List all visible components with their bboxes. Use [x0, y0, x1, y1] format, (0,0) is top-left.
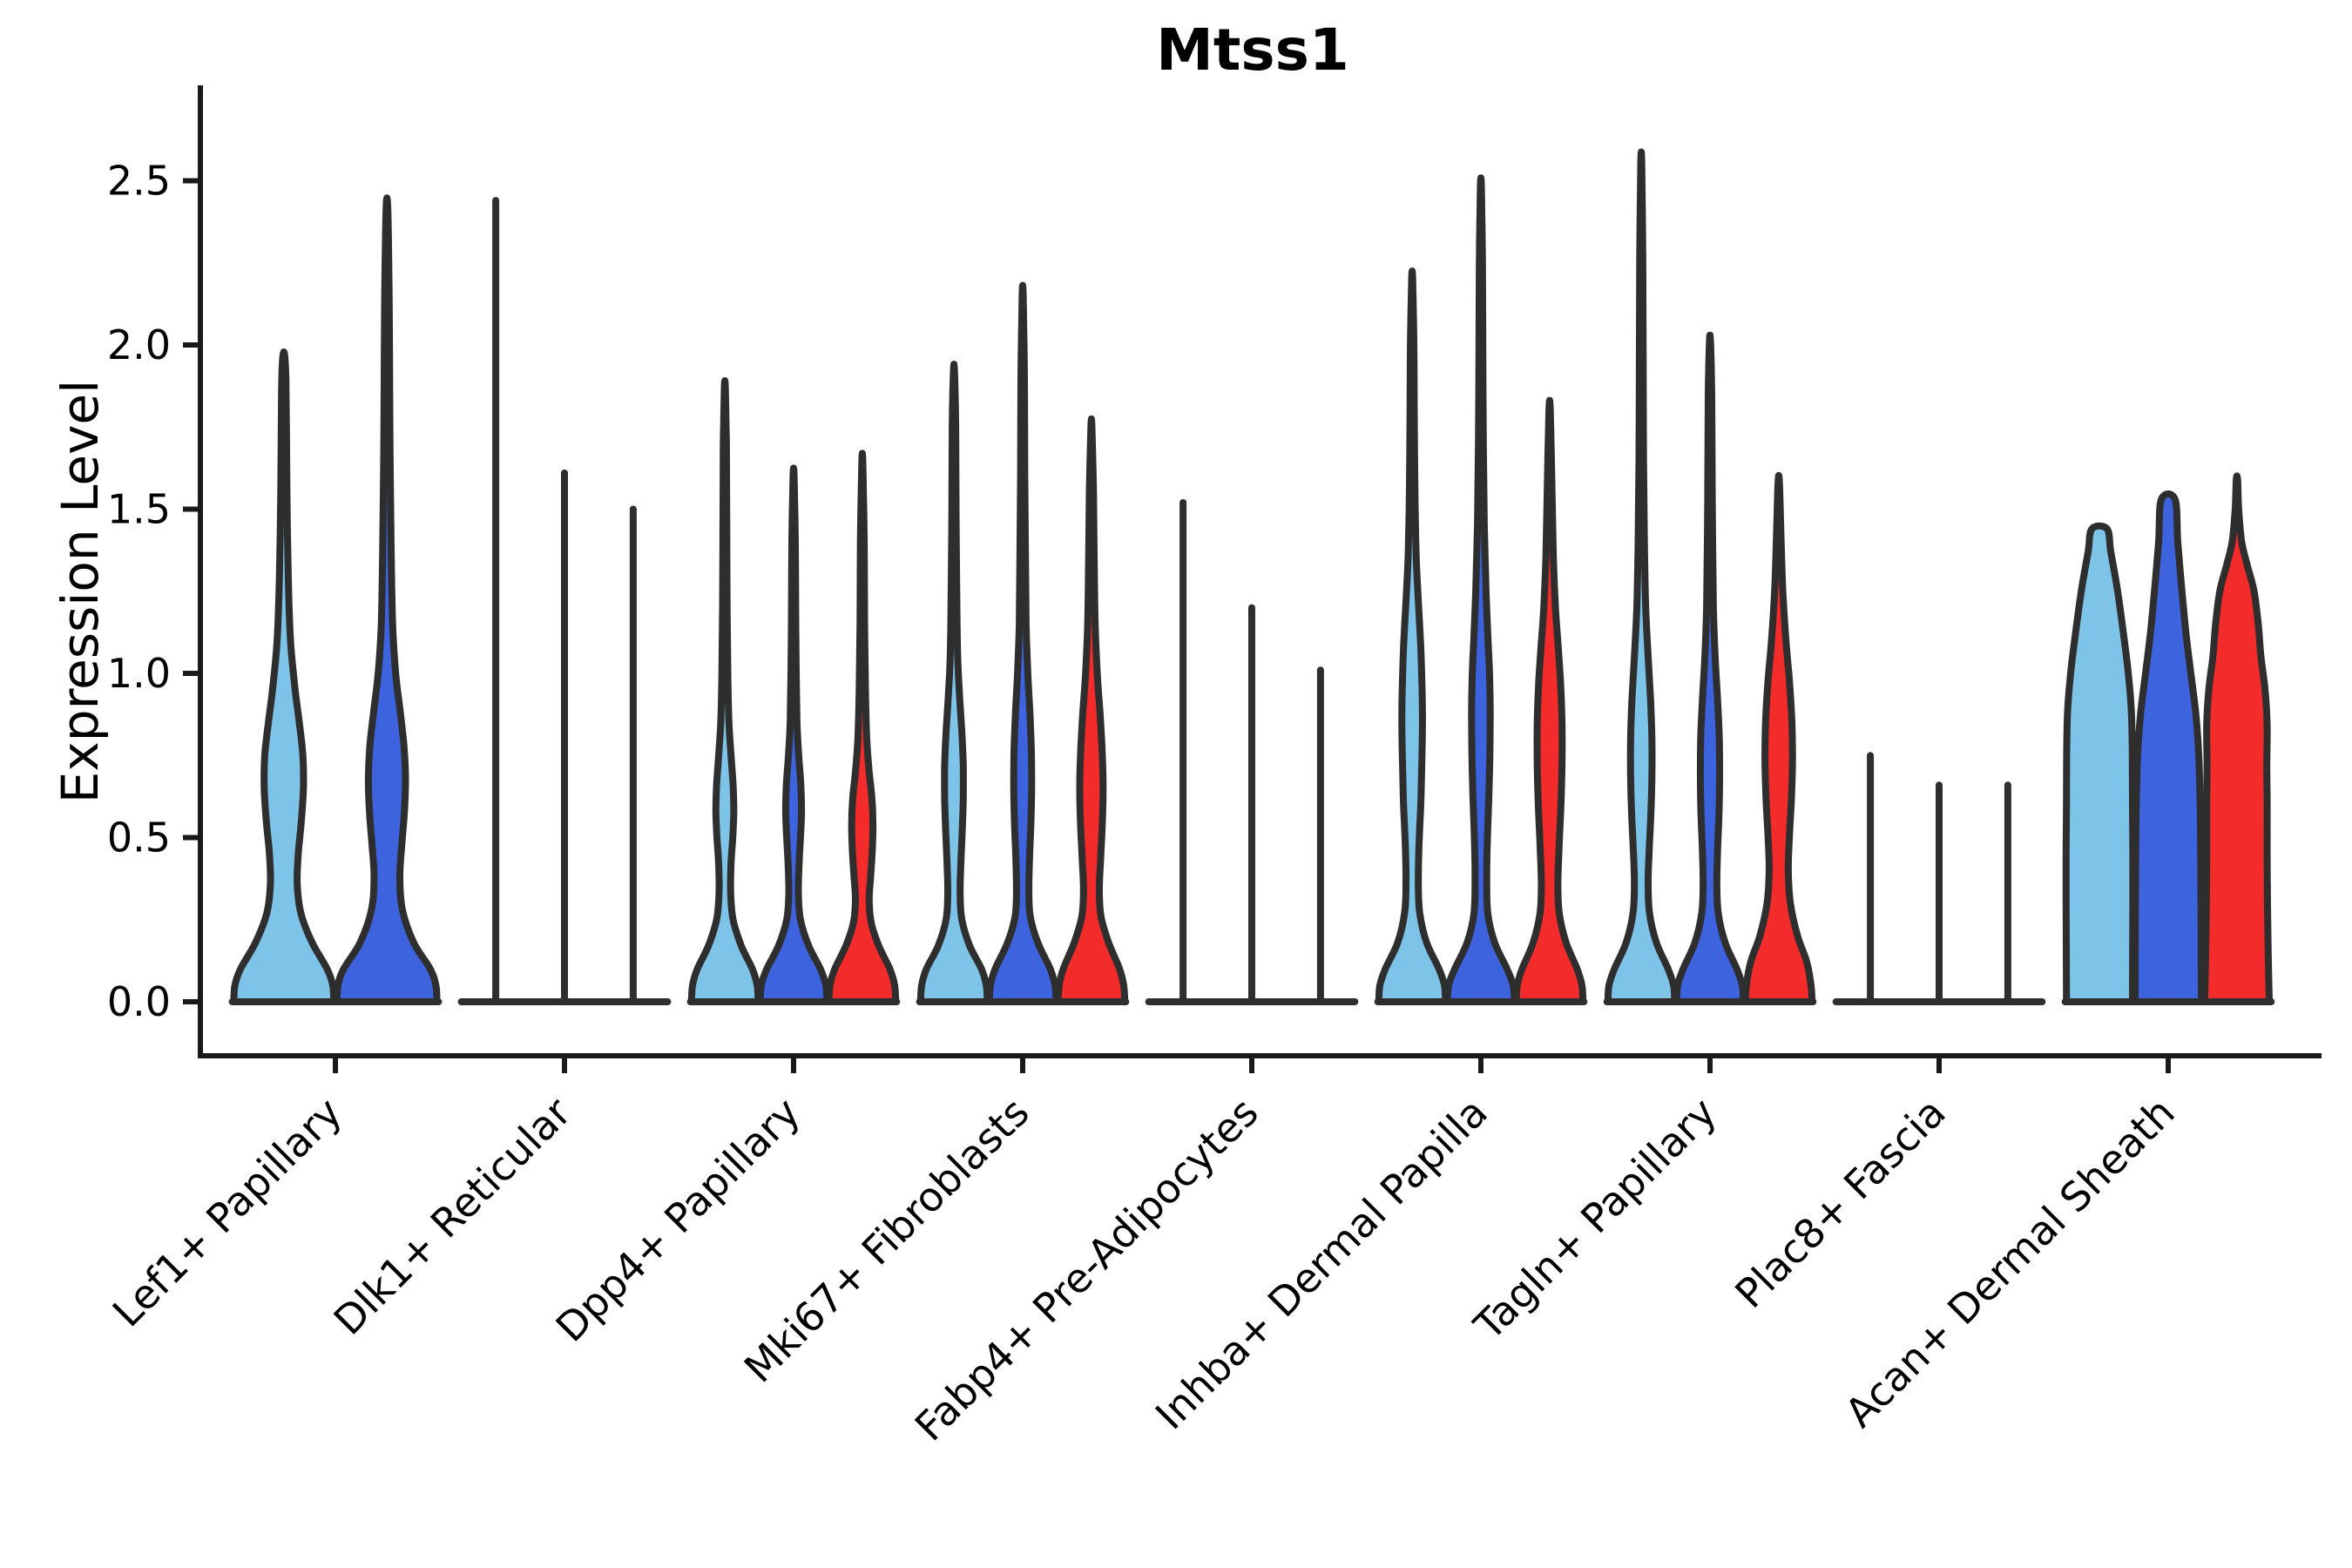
- violin-group-dpp4-papillary: [686, 376, 901, 1005]
- violin-red: [825, 449, 900, 1005]
- violin-light_blue: [916, 361, 991, 1005]
- violin-blue: [985, 281, 1060, 1005]
- violin-group-inhba-dermal-papilla: [1374, 174, 1588, 1005]
- violin-red: [1512, 396, 1587, 1005]
- violin-blue: [2131, 490, 2206, 1005]
- axes-layer: [183, 85, 2322, 1073]
- x-tick-label-tagln-papillary: Tagln+ Papillary: [1464, 1089, 1726, 1350]
- violin-light_blue: [230, 348, 338, 1005]
- y-tick-label: 2.0: [107, 321, 171, 368]
- violin-group-mki67-fibroblasts: [916, 281, 1130, 1005]
- violin-red: [2200, 472, 2273, 1005]
- violin-group-tagln-papillary: [1603, 148, 1817, 1005]
- violin-light_blue: [1375, 267, 1450, 1005]
- y-tick-label: 1.0: [107, 650, 171, 697]
- x-tick-label-dpp4-papillary: Dpp4+ Papillary: [547, 1089, 809, 1351]
- y-tick-label: 0.5: [107, 814, 171, 862]
- x-tick-label-dlk1-reticular: Dlk1+ Reticular: [325, 1089, 580, 1344]
- y-tick-label: 1.5: [107, 486, 171, 533]
- violin-light_blue: [687, 376, 762, 1005]
- chart-title: Mtss1: [1156, 17, 1349, 84]
- violin-light_blue: [2062, 522, 2137, 1005]
- violin-group-lef1-papillary: [228, 194, 443, 1005]
- violin-group-acan-dermal-sheath: [2061, 472, 2275, 1005]
- violin-group-dlk1-reticular: [457, 197, 672, 1005]
- y-tick-label: 0.0: [107, 978, 171, 1025]
- y-axis-label: Expression Level: [51, 380, 110, 803]
- violin-group-plac8-fascia: [1832, 752, 2046, 1005]
- x-tick-label-lef1-papillary: Lef1+ Papillary: [104, 1089, 351, 1336]
- violin-red: [1054, 415, 1129, 1005]
- violin-red: [1741, 471, 1816, 1005]
- violin-group-fabp4-pre-adipocytes: [1145, 499, 1359, 1005]
- violin-blue: [1443, 174, 1518, 1005]
- violin-blue: [1673, 331, 1747, 1005]
- x-tick-label-plac8-fascia: Plac8+ Fascia: [1726, 1089, 1954, 1317]
- y-tick-label: 2.5: [107, 158, 171, 205]
- violin-blue: [756, 464, 831, 1005]
- violin-light_blue: [1604, 148, 1679, 1005]
- violin-blue: [333, 194, 441, 1005]
- violins-layer: [228, 148, 2275, 1005]
